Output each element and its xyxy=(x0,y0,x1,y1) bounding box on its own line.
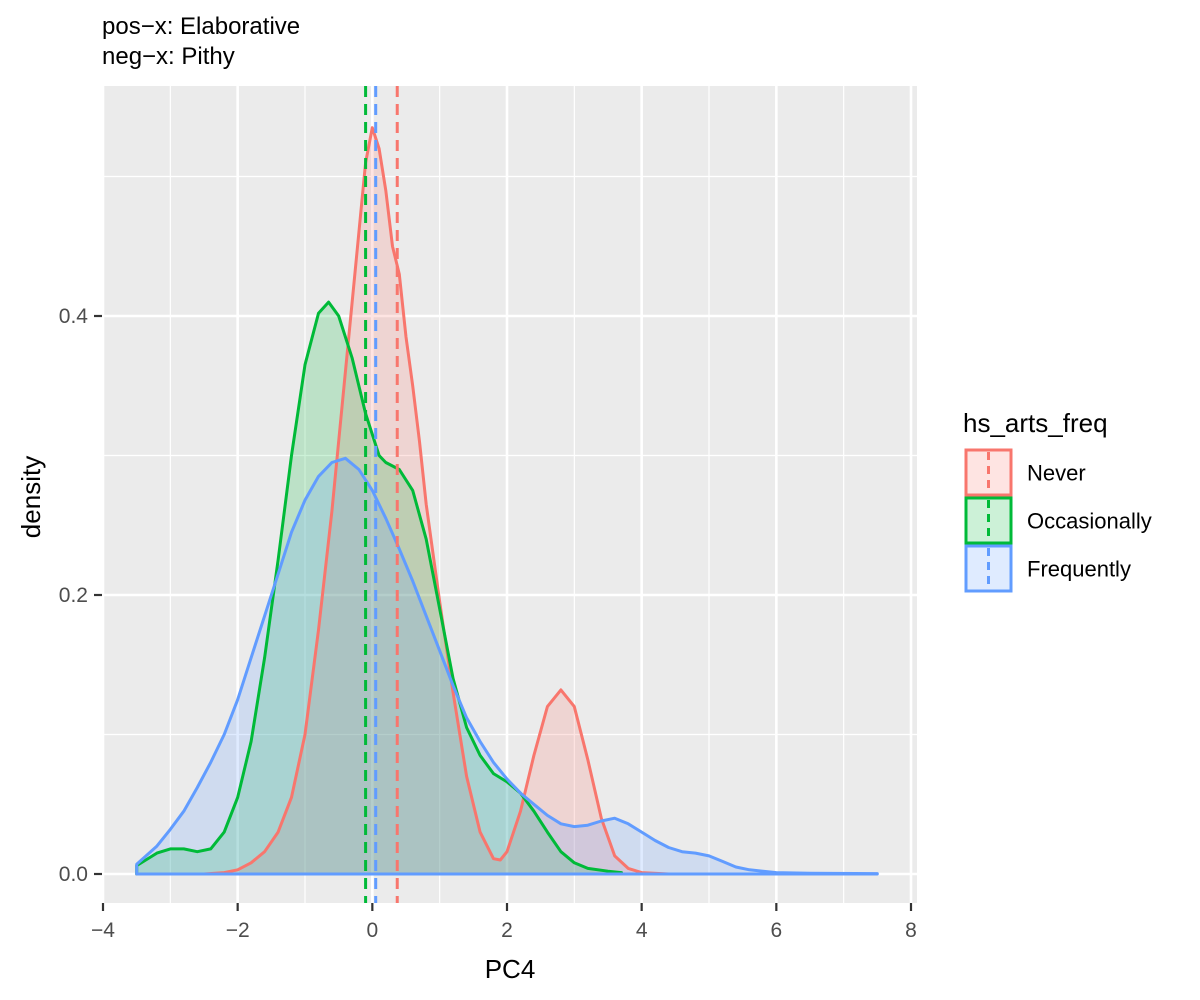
line-never xyxy=(135,126,671,876)
y-tick-label: 0.0 xyxy=(59,863,88,886)
legend-label-never: Never xyxy=(1027,461,1086,486)
y-axis: 0.0 0.2 0.4 xyxy=(59,305,102,886)
area-frequently xyxy=(136,458,878,874)
legend-title: hs_arts_freq xyxy=(963,408,1108,438)
x-tick-label: 2 xyxy=(501,919,513,942)
area-never xyxy=(136,127,669,874)
legend-label-occasionally: Occasionally xyxy=(1027,509,1152,534)
line-occasionally xyxy=(135,300,623,876)
x-tick-label: 6 xyxy=(770,919,782,942)
y-tick-label: 0.2 xyxy=(59,584,88,607)
x-axis-title: PC4 xyxy=(485,954,536,984)
line-frequently xyxy=(135,456,879,876)
mean-lines xyxy=(364,86,399,903)
chart-title: pos−x: Elaborative xyxy=(102,13,300,40)
x-tick-label: −4 xyxy=(91,919,115,942)
area-occasionally xyxy=(136,302,622,875)
x-tick-label: 8 xyxy=(905,919,917,942)
grid-major xyxy=(101,86,917,903)
legend-label-frequently: Frequently xyxy=(1027,557,1131,582)
x-tick-label: 0 xyxy=(366,919,378,942)
legend: hs_arts_freq Never Occasionally Frequently xyxy=(963,408,1152,593)
density-lines xyxy=(135,126,879,876)
density-areas xyxy=(136,127,878,875)
y-tick-label: 0.4 xyxy=(59,305,89,328)
y-axis-title: density xyxy=(16,456,46,538)
chart-subtitle: neg−x: Pithy xyxy=(102,43,235,70)
x-axis: −4 −2 0 2 4 6 8 xyxy=(91,903,917,942)
x-tick-label: −2 xyxy=(226,919,250,942)
x-tick-label: 4 xyxy=(636,919,648,942)
